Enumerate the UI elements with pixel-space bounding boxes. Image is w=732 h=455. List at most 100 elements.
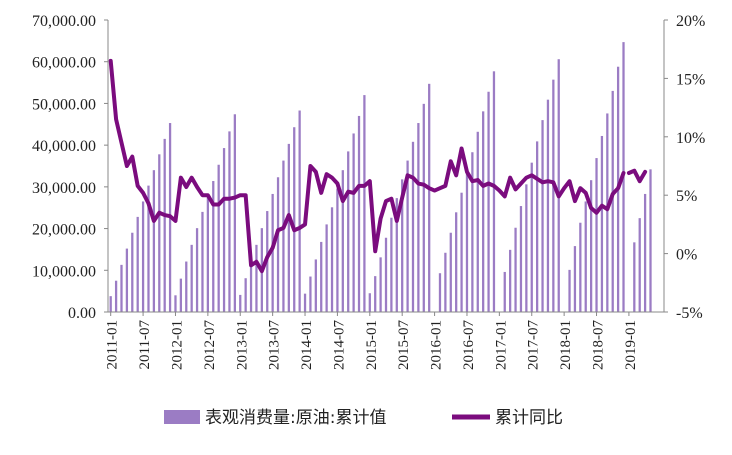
bar — [222, 148, 226, 312]
right-tick-label: 0% — [676, 247, 697, 264]
line-path — [108, 58, 626, 274]
bar — [530, 162, 533, 312]
bar — [514, 227, 517, 312]
bar — [282, 160, 285, 312]
x-tick-label: 2015-01 — [364, 320, 380, 370]
bar — [255, 244, 258, 312]
x-tick-label: 2013-01 — [234, 320, 250, 370]
bar — [584, 201, 587, 312]
bar — [643, 193, 647, 312]
x-tick-label: 2012-01 — [169, 320, 185, 370]
right-tick-label: 20% — [676, 13, 705, 30]
bar — [309, 276, 312, 312]
bar — [363, 95, 366, 312]
x-tick-label: 2018-07 — [591, 320, 607, 370]
x-tick-label: 2015-07 — [396, 320, 412, 370]
x-tick-label: 2011-07 — [137, 320, 153, 370]
bar — [325, 224, 328, 312]
bar — [606, 113, 609, 312]
bar — [228, 131, 231, 312]
x-tick-label: 2017-01 — [493, 320, 509, 370]
bar — [384, 237, 388, 312]
bar — [406, 160, 409, 312]
bar — [573, 246, 577, 312]
bar — [374, 276, 377, 312]
bar — [330, 207, 334, 312]
bar — [347, 151, 350, 312]
bar — [503, 271, 506, 312]
bar — [428, 83, 431, 312]
left-tick-label: 0.00 — [68, 305, 96, 322]
x-tick-label: 2014-07 — [331, 320, 347, 370]
bar — [136, 216, 139, 312]
line-series — [108, 58, 648, 274]
bar — [147, 185, 150, 312]
bar — [422, 103, 425, 312]
bar — [455, 212, 458, 312]
left-tick-label: 10,000.00 — [32, 263, 96, 280]
bar — [114, 280, 118, 312]
bar — [131, 232, 134, 312]
bar — [357, 115, 361, 312]
bar — [276, 177, 280, 312]
x-tick-label: 2019-01 — [623, 320, 639, 370]
x-tick-label: 2017-07 — [526, 320, 542, 370]
legend-bar-label: 表观消费量:原油:累计值 — [205, 408, 386, 428]
bar — [287, 143, 290, 312]
bar — [158, 154, 161, 312]
x-tick-label: 2014-01 — [299, 320, 315, 370]
bar — [125, 248, 129, 312]
bar — [519, 206, 523, 312]
right-tick-label: -5% — [676, 305, 703, 322]
bar — [444, 252, 447, 312]
bar — [368, 293, 371, 312]
bar — [244, 278, 247, 312]
legend-line-label: 累计同比 — [495, 408, 563, 428]
bar — [487, 91, 490, 312]
x-tick-label: 2018-01 — [558, 320, 574, 370]
left-tick-label: 20,000.00 — [32, 222, 96, 239]
legend: 表观消费量:原油:累计值 累计同比 — [164, 408, 563, 428]
bar — [179, 278, 183, 312]
bar — [595, 158, 598, 312]
bar — [401, 179, 404, 312]
bar — [509, 249, 512, 312]
bar — [579, 222, 582, 312]
axes: 0.00 10,000.00 20,000.00 30,000.00 40,000.00… — [32, 13, 705, 370]
bar — [298, 110, 301, 313]
bar — [341, 170, 344, 312]
right-tick-label: 10% — [676, 130, 705, 147]
bar — [152, 170, 156, 312]
bar — [460, 192, 463, 312]
bar — [395, 198, 398, 312]
bar — [417, 123, 420, 312]
bar — [600, 135, 604, 312]
right-tick-label: 15% — [676, 71, 705, 88]
bar — [195, 228, 199, 312]
bar — [320, 241, 323, 312]
bar — [557, 59, 560, 313]
left-tick-label: 30,000.00 — [32, 180, 96, 197]
right-tick-label: 5% — [676, 188, 697, 205]
bar — [471, 152, 474, 312]
bar — [190, 244, 193, 312]
bar — [303, 293, 307, 312]
bar — [649, 169, 652, 312]
bar — [201, 211, 204, 312]
bar — [638, 218, 641, 312]
left-tick-label: 50,000.00 — [32, 96, 96, 113]
bar — [552, 79, 555, 313]
bar — [465, 172, 469, 312]
x-tick-label: 2011-01 — [105, 320, 121, 369]
bar — [438, 273, 442, 312]
bar — [568, 269, 571, 312]
bar — [293, 127, 296, 313]
bar — [525, 184, 528, 312]
bar — [352, 133, 355, 312]
bar — [206, 196, 209, 312]
bar — [233, 114, 236, 313]
bar — [536, 141, 539, 312]
x-tick-label: 2016-01 — [429, 320, 445, 370]
